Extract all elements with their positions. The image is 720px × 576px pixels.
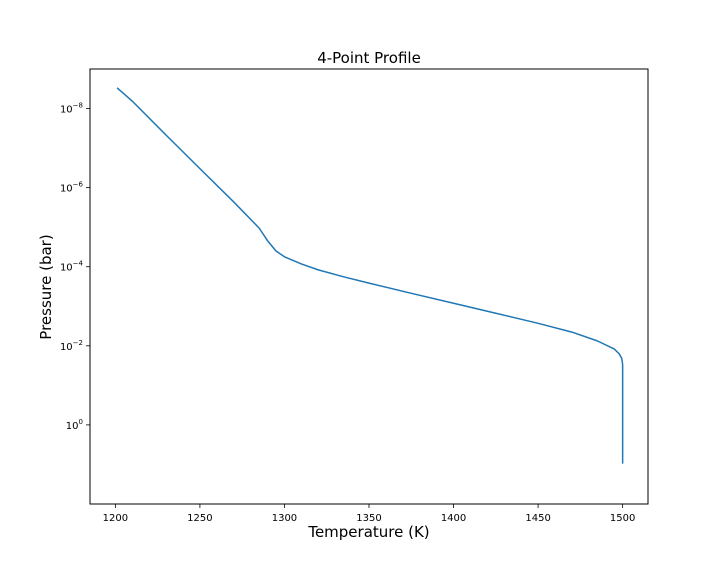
y-tick-base: 10 — [60, 105, 73, 116]
chart-title: 4-Point Profile — [317, 49, 421, 67]
x-tick-label: 1300 — [272, 513, 297, 524]
y-tick-base: 10 — [60, 342, 73, 353]
x-tick-label: 1400 — [441, 513, 466, 524]
y-tick-base: 10 — [60, 263, 73, 274]
y-tick-label: 10−2 — [60, 339, 83, 353]
x-tick-label: 1350 — [356, 513, 381, 524]
y-tick-label: 100 — [66, 418, 83, 432]
plot-area — [116, 87, 624, 464]
y-tick-base: 10 — [66, 421, 79, 432]
axes-frame — [89, 68, 649, 505]
y-tick-exponent: −6 — [73, 181, 84, 189]
y-tick-exponent: −4 — [73, 260, 84, 268]
y-tick-base: 10 — [60, 184, 73, 195]
x-tick-label: 1500 — [610, 513, 635, 524]
x-axis-ticks: 1200 1250 1300 1350 1400 1450 1500 — [103, 504, 635, 524]
y-tick-exponent: −8 — [73, 102, 83, 110]
x-tick-label: 1450 — [525, 513, 550, 524]
x-axis-label: Temperature (K) — [307, 523, 429, 541]
x-tick-label: 1200 — [103, 513, 128, 524]
y-tick-label: 10−6 — [60, 181, 84, 195]
y-tick-label: 10−8 — [60, 102, 83, 116]
x-tick-label: 1250 — [187, 513, 212, 524]
y-tick-exponent: 0 — [79, 418, 83, 426]
y-tick-label: 10−4 — [60, 260, 84, 274]
y-axis-label: Pressure (bar) — [37, 234, 55, 339]
y-tick-exponent: −2 — [73, 339, 83, 347]
series-line-0 — [116, 87, 624, 464]
